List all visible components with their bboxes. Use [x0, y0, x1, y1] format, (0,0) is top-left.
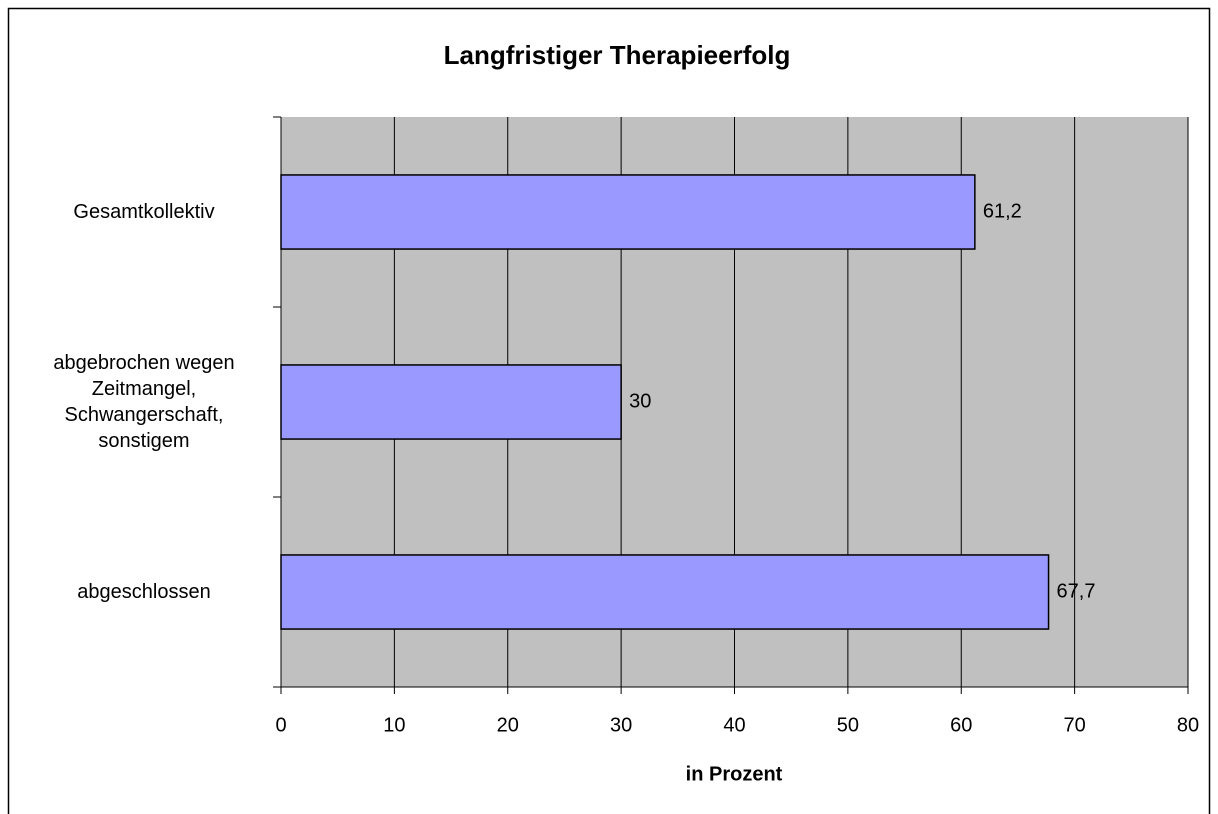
x-tick-label: 10: [383, 714, 405, 736]
value-label: 30: [629, 390, 651, 412]
y-tick-label: Gesamtkollektiv: [73, 201, 215, 223]
x-axis-title: in Prozent: [686, 763, 783, 785]
bar: [280, 364, 622, 440]
y-tick-label: abgeschlossen: [77, 581, 211, 603]
y-tick-label: abgebrochen wegen Zeitmangel, Schwangers…: [53, 352, 235, 452]
chart-border: [7, 7, 1211, 814]
chart-title: Langfristiger Therapieerfolg: [444, 40, 791, 70]
value-label: 67,7: [1057, 580, 1096, 602]
x-tick-label: 60: [950, 714, 972, 736]
bar: [280, 554, 1050, 630]
bar: [280, 174, 976, 250]
x-tick-label: 0: [275, 714, 286, 736]
x-tick-label: 40: [723, 714, 745, 736]
x-tick-label: 30: [610, 714, 632, 736]
value-label: 61,2: [983, 200, 1022, 222]
x-tick-label: 70: [1064, 714, 1086, 736]
x-tick-label: 20: [497, 714, 519, 736]
x-tick-label: 80: [1177, 714, 1199, 736]
x-tick-label: 50: [837, 714, 859, 736]
